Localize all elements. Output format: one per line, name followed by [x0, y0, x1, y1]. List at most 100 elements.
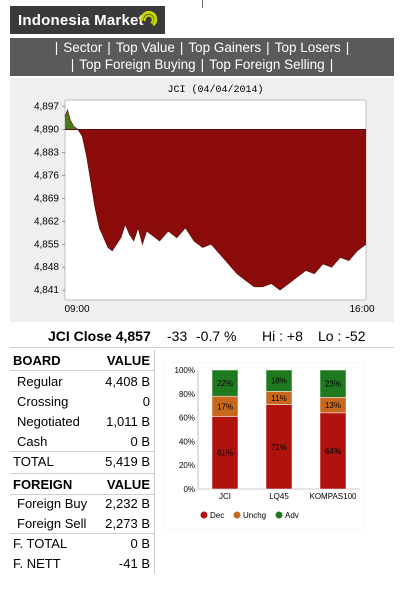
nav-separator: | [179, 40, 184, 55]
board-row-label: Cash [17, 434, 48, 449]
x-tick-label: 16:00 [349, 304, 374, 315]
board-row-value: 5,419 B [105, 454, 150, 469]
nav-link-sector[interactable]: Sector [63, 40, 103, 55]
foreign-table-header: FOREIGN VALUE [10, 476, 154, 494]
nav-link-top-losers[interactable]: Top Losers [274, 40, 341, 55]
y-tick-label: 4,869 [34, 193, 59, 204]
jci-change: -33 [167, 328, 188, 344]
foreign-row-label: F. TOTAL [13, 536, 68, 551]
board-row-total: TOTAL 5,419 B [10, 452, 154, 472]
jci-high: Hi : +8 [262, 328, 303, 344]
foreign-row-value: 0 B [130, 536, 150, 551]
y-tick-label: 4,848 [34, 262, 59, 273]
data-label: 71% [271, 443, 287, 452]
page-title: Indonesia Market [18, 12, 144, 29]
market-breadth-chart: 100% 80% 60% 40% 20% 0% 61% 17% 22% JCI 71% 11% 18% L… [163, 361, 365, 531]
nav-link-top-foreign-selling[interactable]: Top Foreign Selling [209, 57, 325, 72]
y-tick-label: 40% [179, 437, 195, 446]
divider [10, 451, 154, 452]
foreign-row-buy: Foreign Buy 2,232 B [10, 494, 154, 514]
legend-marker-adv [275, 511, 283, 519]
legend-marker-unchg [233, 511, 241, 519]
jci-chart-panel: JCI (04/04/2014) 4,897 4,890 4,883 4,876 4,86… [10, 78, 394, 322]
divider [10, 370, 154, 371]
board-row-value: 1,011 B [106, 414, 150, 429]
data-label: 13% [325, 401, 341, 410]
board-table: BOARD VALUE Regular 4,408 B Crossing 0 N… [10, 352, 154, 472]
foreign-row-label: Foreign Buy [17, 496, 88, 511]
column-divider [154, 350, 155, 574]
board-row-negotiated: Negotiated 1,011 B [10, 412, 154, 432]
foreign-header-label: FOREIGN [13, 477, 73, 492]
data-label: 22% [217, 379, 233, 388]
y-tick-label: 60% [179, 414, 195, 423]
board-header-value: VALUE [106, 353, 150, 368]
bar-segment-adv-jci [211, 369, 239, 397]
jci-low: Lo : -52 [318, 328, 366, 344]
nav-separator: | [345, 40, 350, 55]
y-tick-label: 80% [179, 390, 195, 399]
bar-segment-dec-jci [211, 416, 239, 490]
nav-separator: | [266, 40, 270, 55]
nav-separator: | [200, 57, 205, 72]
y-tick-label: 0% [183, 485, 195, 494]
header-bar: Indonesia Market [10, 6, 165, 34]
divider [10, 473, 154, 474]
nav-separator: | [329, 57, 334, 72]
nav-link-top-foreign-buying[interactable]: Top Foreign Buying [79, 57, 196, 72]
jci-change-pct: -0.7 % [196, 328, 237, 344]
board-table-header: BOARD VALUE [10, 352, 154, 370]
y-tick-label: 4,876 [34, 170, 59, 181]
board-row-value: 4,408 B [105, 374, 150, 389]
series-line [64, 108, 367, 291]
nav-link-top-value[interactable]: Top Value [115, 40, 175, 55]
bar-segment-dec-kompas100 [319, 412, 347, 490]
summary-divider [10, 347, 394, 348]
series-area-below-reference [65, 129, 366, 291]
foreign-row-value: 2,273 B [105, 516, 150, 531]
chart-title: JCI (04/04/2014) [167, 84, 263, 96]
nav-separator: | [70, 57, 75, 72]
board-row-value: 0 B [130, 434, 150, 449]
jci-close-label: JCI Close 4,857 [48, 328, 151, 344]
x-tick-label: 09:00 [64, 304, 89, 315]
data-label: 64% [325, 447, 341, 456]
data-label: 61% [217, 449, 233, 458]
board-header-label: BOARD [13, 353, 61, 368]
divider [10, 533, 154, 534]
legend-marker-dec [200, 511, 208, 519]
board-row-regular: Regular 4,408 B [10, 372, 154, 392]
foreign-row-value: -41 B [118, 556, 150, 571]
y-tick-label: 20% [179, 461, 195, 470]
nav-link-top-gainers[interactable]: Top Gainers [188, 40, 262, 55]
nav-row-1: | Sector | Top Value | Top Gainers | Top Losers… [10, 40, 394, 55]
header-divider [202, 0, 203, 8]
board-row-label: Crossing [17, 394, 69, 409]
y-tick-label: 4,883 [34, 147, 59, 158]
foreign-row-nett: F. NETT -41 B [10, 554, 154, 574]
foreign-row-total: F. TOTAL 0 B [10, 534, 154, 554]
divider [10, 494, 154, 495]
bar-segment-adv-lq45 [265, 369, 293, 392]
logo-icon [140, 10, 158, 27]
y-tick-label: 4,890 [34, 125, 59, 136]
jci-intraday-chart: JCI (04/04/2014) 4,897 4,890 4,883 4,876 4,86… [34, 84, 375, 315]
y-tick-label: 100% [175, 366, 195, 375]
jci-summary: JCI Close 4,857 -33 -0.7 % Hi : +8 Lo : … [10, 326, 394, 346]
foreign-row-label: F. NETT [13, 556, 61, 571]
y-tick-label: 4,855 [34, 239, 59, 250]
y-tick-label: 4,862 [34, 216, 59, 227]
foreign-row-value: 2,232 B [105, 496, 150, 511]
foreign-row-label: Foreign Sell [17, 516, 87, 531]
x-tick-label: JCI [219, 492, 231, 501]
legend-label: Adv [285, 511, 299, 520]
legend-label: Dec [210, 511, 224, 520]
market-breadth-chart-panel: 100% 80% 60% 40% 20% 0% 61% 17% 22% JCI 71% 11% 18% L… [163, 361, 365, 531]
board-row-label: Negotiated [17, 414, 80, 429]
data-label: 18% [271, 377, 287, 386]
nav-row-2: | Top Foreign Buying | Top Foreign Selling | [10, 57, 394, 72]
nav-separator: | [54, 40, 59, 55]
bar-segment-dec-lq45 [265, 404, 293, 490]
x-tick-label: KOMPAS100 [310, 492, 358, 501]
data-label: 23% [325, 380, 341, 389]
